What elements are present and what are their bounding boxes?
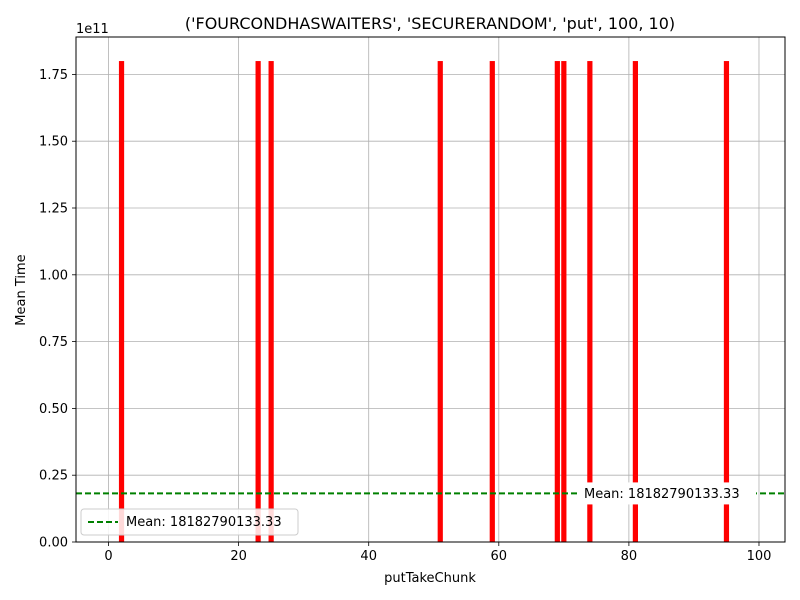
bar <box>632 61 638 543</box>
legend: Mean: 18182790133.33 <box>80 508 299 536</box>
y-axis-label: Mean Time <box>14 254 29 325</box>
x-tick-label: 20 <box>230 549 247 564</box>
bar <box>723 61 730 543</box>
x-tick-label: 40 <box>360 549 377 564</box>
bar <box>561 61 567 543</box>
y-tick-label: 1.75 <box>39 68 68 83</box>
x-tick-label: 0 <box>104 549 112 564</box>
legend-frame <box>80 508 299 536</box>
y-tick-label: 1.25 <box>39 202 68 217</box>
y-tick-label: 0.75 <box>39 335 68 350</box>
mean-annotation-box <box>578 482 756 505</box>
x-axis-ticks: 0 20 40 60 80 100 <box>104 542 771 564</box>
y-tick-label: 0.50 <box>39 402 68 417</box>
chart-title: ('FOURCONDHASWAITERS', 'SECURERANDOM', '… <box>185 14 675 33</box>
bar <box>587 61 593 543</box>
mean-annotation: Mean: 18182790133.33 <box>584 487 740 502</box>
mean-line-group: Mean: 18182790133.33 <box>76 482 785 505</box>
bar <box>118 61 125 543</box>
y-tick-label: 1.50 <box>39 135 68 150</box>
y-tick-label: 1.00 <box>39 268 68 283</box>
y-tick-label: 0.25 <box>39 469 68 484</box>
bars <box>118 61 730 543</box>
bar <box>554 61 560 543</box>
axes-frame <box>75 36 786 543</box>
bar <box>268 61 274 543</box>
y-axis-ticks: 0.00 0.25 0.50 0.75 1.00 1.25 1.50 1.75 <box>39 68 76 551</box>
y-tick-label: 0.00 <box>39 536 68 551</box>
bar <box>437 61 443 543</box>
x-tick-label: 80 <box>621 549 638 564</box>
x-axis-label: putTakeChunk <box>384 571 476 586</box>
y-axis-offset-text: 1e11 <box>76 22 109 37</box>
x-tick-label: 100 <box>747 549 772 564</box>
grid-lines <box>76 37 785 543</box>
bar <box>489 61 495 543</box>
legend-entry-mean: Mean: 18182790133.33 <box>126 515 282 530</box>
bar <box>255 61 261 543</box>
x-tick-label: 60 <box>491 549 508 564</box>
